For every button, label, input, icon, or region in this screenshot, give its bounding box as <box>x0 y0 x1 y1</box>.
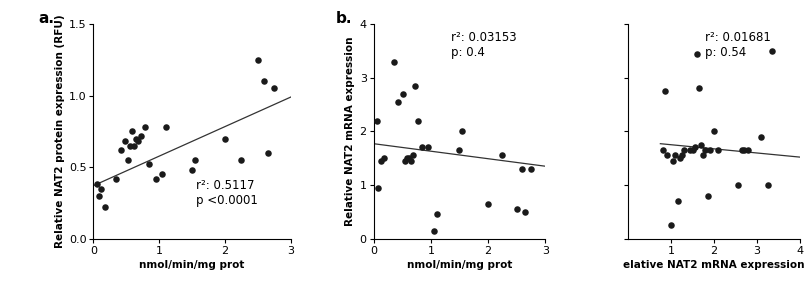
Point <box>411 118 424 123</box>
Point <box>700 193 713 198</box>
Point <box>408 83 421 88</box>
Point <box>138 125 151 130</box>
Point <box>524 166 537 171</box>
Point <box>481 201 494 206</box>
X-axis label: nmol/min/mg prot: nmol/min/mg prot <box>406 260 512 270</box>
Point <box>663 223 676 228</box>
Point <box>374 159 387 163</box>
Point <box>693 142 706 147</box>
Point <box>118 139 131 144</box>
Point <box>692 86 705 91</box>
Point <box>218 136 231 141</box>
Point <box>404 159 417 163</box>
Point <box>688 145 701 150</box>
Point <box>668 153 681 158</box>
Point <box>95 186 108 191</box>
Point <box>666 159 679 163</box>
Point <box>92 193 105 198</box>
Point <box>741 148 754 153</box>
Text: b.: b. <box>336 11 352 26</box>
Point <box>736 148 749 153</box>
Point <box>90 182 103 187</box>
Point <box>683 148 696 153</box>
Point <box>398 159 411 163</box>
Point <box>130 136 143 141</box>
Point <box>659 153 672 158</box>
Text: r²: 0.01681
p: 0.54: r²: 0.01681 p: 0.54 <box>705 31 770 59</box>
Text: a.: a. <box>38 11 54 26</box>
Point <box>261 150 274 155</box>
Y-axis label: Relative NAT2 protein expression (RFU): Relative NAT2 protein expression (RFU) <box>54 14 65 248</box>
Point <box>711 148 724 153</box>
Point <box>377 156 390 161</box>
Point <box>268 86 281 91</box>
Point <box>675 153 688 158</box>
Point <box>427 228 440 233</box>
Point <box>149 176 162 181</box>
X-axis label: nmol/min/mg prot: nmol/min/mg prot <box>139 260 244 270</box>
Point <box>689 51 702 56</box>
Point <box>760 182 773 187</box>
Point <box>421 145 434 150</box>
Point <box>109 176 122 181</box>
Point <box>658 89 671 94</box>
Point <box>706 129 719 134</box>
Point <box>371 185 384 190</box>
Point <box>672 156 685 161</box>
Point <box>685 148 698 153</box>
Point <box>189 158 202 162</box>
Point <box>156 172 169 177</box>
Point <box>114 148 127 153</box>
Point <box>400 156 413 161</box>
Point <box>753 134 766 139</box>
Point <box>251 57 264 62</box>
Point <box>455 129 468 134</box>
Point <box>99 205 112 210</box>
Point <box>730 182 743 187</box>
Point <box>415 145 428 150</box>
Point <box>127 143 140 148</box>
Point <box>397 92 410 96</box>
Point <box>655 148 668 153</box>
Point <box>387 59 400 64</box>
Point <box>143 162 156 167</box>
Point <box>702 148 715 153</box>
Text: r²: 0.5117
p <0.0001: r²: 0.5117 p <0.0001 <box>195 178 258 207</box>
Point <box>134 133 147 138</box>
Point <box>430 212 443 217</box>
Point <box>402 156 415 161</box>
Point <box>515 166 528 171</box>
Point <box>518 209 531 214</box>
Point <box>735 148 748 153</box>
Point <box>186 168 199 172</box>
Point <box>159 125 172 130</box>
Point <box>676 148 689 153</box>
Point <box>125 129 138 134</box>
Point <box>765 49 778 53</box>
X-axis label: elative NAT2 mRNA expression: elative NAT2 mRNA expression <box>623 260 804 270</box>
Point <box>121 158 134 162</box>
Text: r²: 0.03153
p: 0.4: r²: 0.03153 p: 0.4 <box>450 31 516 59</box>
Point <box>370 118 383 123</box>
Point <box>258 79 271 84</box>
Point <box>391 99 404 104</box>
Point <box>670 199 683 204</box>
Point <box>509 207 522 211</box>
Y-axis label: Relative NAT2 mRNA expression: Relative NAT2 mRNA expression <box>345 37 355 226</box>
Point <box>406 153 418 158</box>
Point <box>131 139 144 144</box>
Point <box>496 153 508 158</box>
Point <box>123 143 136 148</box>
Point <box>453 148 466 153</box>
Point <box>696 153 709 158</box>
Point <box>234 158 247 162</box>
Point <box>698 148 711 153</box>
